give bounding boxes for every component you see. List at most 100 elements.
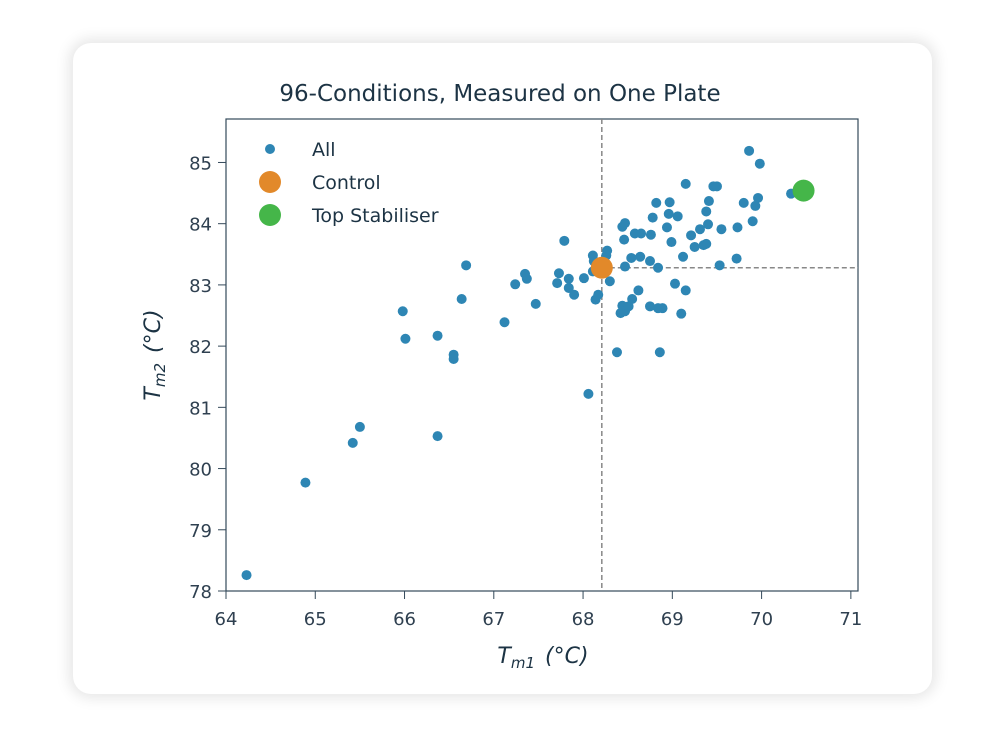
- legend-marker-top-stabiliser: [259, 204, 281, 226]
- data-point: [754, 158, 765, 169]
- legend-label-control: Control: [312, 172, 381, 194]
- data-point: [672, 211, 683, 222]
- data-point: [593, 289, 604, 300]
- x-axis-label: Tm1 (°C): [497, 644, 588, 672]
- data-point: [241, 570, 252, 581]
- data-point: [701, 238, 712, 249]
- data-point: [732, 222, 743, 233]
- data-point: [661, 222, 672, 233]
- data-point: [627, 293, 638, 304]
- data-point: [664, 197, 675, 208]
- data-point: [354, 421, 365, 432]
- data-point: [714, 260, 725, 271]
- data-point: [432, 431, 443, 442]
- reference-lines: [601, 119, 858, 591]
- data-point: [731, 253, 742, 264]
- data-point: [635, 251, 646, 262]
- data-point: [611, 347, 622, 358]
- top-stabiliser-point: [792, 179, 815, 202]
- data-point: [744, 145, 755, 156]
- data-point: [563, 273, 574, 284]
- data-point: [701, 206, 712, 217]
- data-point: [620, 218, 631, 229]
- chart-title: 96-Conditions, Measured on One Plate: [279, 81, 720, 107]
- data-point: [686, 230, 697, 241]
- data-point: [636, 228, 647, 239]
- data-point: [651, 197, 662, 208]
- data-point: [397, 306, 408, 317]
- data-point: [563, 282, 574, 293]
- data-point: [738, 197, 749, 208]
- data-point: [553, 268, 564, 279]
- y-axis-ticks: 78 79 80 81 82 83 84 85: [189, 153, 226, 603]
- x-tick-label: 68: [572, 609, 595, 630]
- data-point: [703, 219, 714, 230]
- x-tick-label: 70: [750, 609, 773, 630]
- data-point: [456, 293, 467, 304]
- x-axis-label-unit: (°C): [545, 644, 589, 669]
- x-tick-label: 71: [839, 609, 862, 630]
- data-point: [716, 224, 727, 235]
- data-point: [583, 388, 594, 399]
- y-tick-label: 82: [189, 337, 212, 358]
- data-point: [432, 330, 443, 341]
- y-tick-label: 84: [189, 215, 212, 236]
- data-point: [552, 278, 563, 289]
- control-point: [590, 256, 613, 279]
- x-tick-label: 66: [393, 609, 416, 630]
- data-point: [569, 289, 580, 300]
- data-point: [654, 347, 665, 358]
- data-point: [645, 229, 656, 240]
- data-point: [653, 262, 664, 273]
- data-point: [619, 234, 630, 245]
- data-point: [647, 212, 658, 223]
- legend-marker-all: [265, 144, 275, 154]
- data-point: [703, 196, 714, 207]
- data-point: [633, 285, 644, 296]
- data-point: [559, 235, 570, 246]
- data-point: [448, 353, 459, 364]
- legend-label-all: All: [312, 139, 336, 161]
- data-point: [676, 308, 687, 319]
- data-point: [695, 224, 705, 235]
- y-tick-label: 78: [189, 582, 212, 603]
- data-point: [657, 303, 668, 314]
- data-point: [753, 192, 764, 203]
- data-point: [711, 181, 722, 192]
- data-point: [604, 276, 615, 287]
- data-point: [680, 285, 691, 296]
- data-point: [747, 216, 758, 227]
- x-tick-label: 64: [215, 609, 238, 630]
- data-point: [678, 251, 689, 262]
- data-point: [680, 178, 691, 189]
- y-tick-label: 79: [189, 521, 212, 542]
- data-point: [400, 333, 411, 344]
- data-points: [241, 145, 815, 581]
- data-point: [300, 477, 311, 488]
- x-axis-ticks: 64 65 66 67 68 69 70 71: [215, 591, 862, 630]
- y-tick-label: 80: [189, 460, 212, 481]
- y-tick-label: 83: [189, 276, 212, 297]
- y-tick-label: 85: [189, 153, 212, 174]
- data-point: [510, 279, 521, 290]
- data-point: [663, 208, 674, 219]
- x-tick-label: 69: [661, 609, 684, 630]
- data-point: [645, 301, 656, 312]
- data-point: [602, 245, 613, 256]
- data-point: [347, 437, 358, 448]
- data-point: [620, 261, 631, 272]
- data-point: [689, 241, 700, 252]
- chart-card: [73, 43, 932, 694]
- data-point: [750, 200, 761, 211]
- plot-area-frame: [225, 118, 859, 592]
- legend: All Control Top Stabiliser: [259, 139, 439, 227]
- data-point: [499, 317, 510, 328]
- y-axis-label-main: T: [141, 386, 166, 401]
- data-point: [521, 273, 532, 284]
- y-axis-label-sub: m2: [151, 363, 169, 387]
- data-point: [530, 298, 541, 309]
- y-tick-label: 81: [189, 398, 212, 419]
- data-point: [461, 260, 472, 271]
- x-tick-label: 65: [304, 609, 327, 630]
